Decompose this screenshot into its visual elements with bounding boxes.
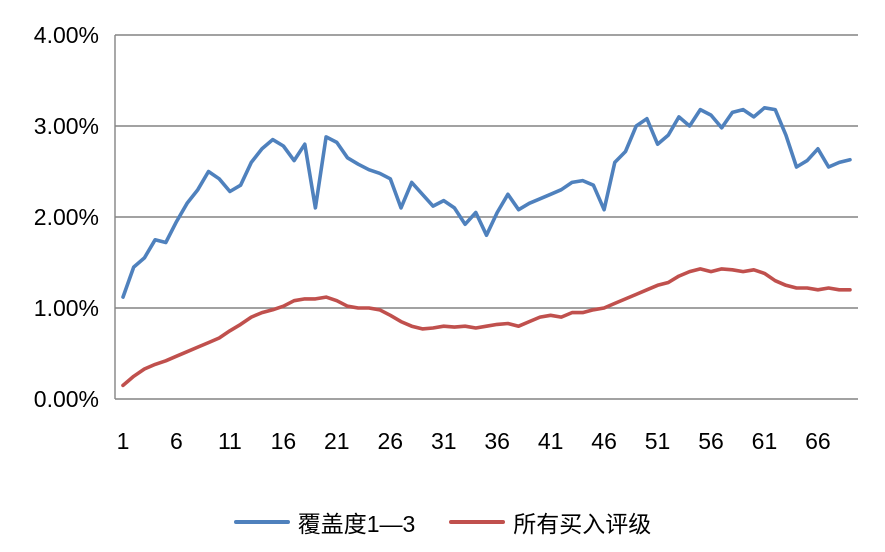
svg-text:41: 41 [538, 428, 564, 454]
svg-text:61: 61 [752, 428, 778, 454]
svg-text:2.00%: 2.00% [34, 204, 99, 230]
svg-text:4.00%: 4.00% [34, 22, 99, 48]
svg-text:11: 11 [218, 428, 242, 454]
svg-text:46: 46 [591, 428, 617, 454]
svg-text:66: 66 [805, 428, 831, 454]
legend-item-coverage: 覆盖度1—3 [233, 505, 416, 539]
svg-text:1.00%: 1.00% [34, 295, 99, 321]
svg-text:6: 6 [170, 428, 183, 454]
legend-label-buy-rating: 所有买入评级 [513, 511, 652, 537]
svg-text:1: 1 [117, 428, 130, 454]
svg-text:56: 56 [698, 428, 724, 454]
svg-text:31: 31 [431, 428, 457, 454]
chart-legend: 覆盖度1—3 所有买入评级 [0, 505, 885, 539]
svg-text:3.00%: 3.00% [34, 113, 99, 139]
svg-text:36: 36 [484, 428, 510, 454]
svg-text:0.00%: 0.00% [34, 386, 99, 412]
svg-text:51: 51 [645, 428, 671, 454]
legend-item-buy-rating: 所有买入评级 [449, 505, 651, 539]
legend-line-blue-icon [233, 520, 290, 524]
legend-line-red-icon [449, 520, 506, 524]
svg-text:21: 21 [324, 428, 350, 454]
svg-text:26: 26 [377, 428, 403, 454]
svg-text:16: 16 [271, 428, 297, 454]
legend-label-coverage: 覆盖度1—3 [297, 511, 416, 537]
plot-area: 0.00%1.00%2.00%3.00%4.00%1 6 11 16 21 26 31 36 4… [34, 22, 858, 454]
